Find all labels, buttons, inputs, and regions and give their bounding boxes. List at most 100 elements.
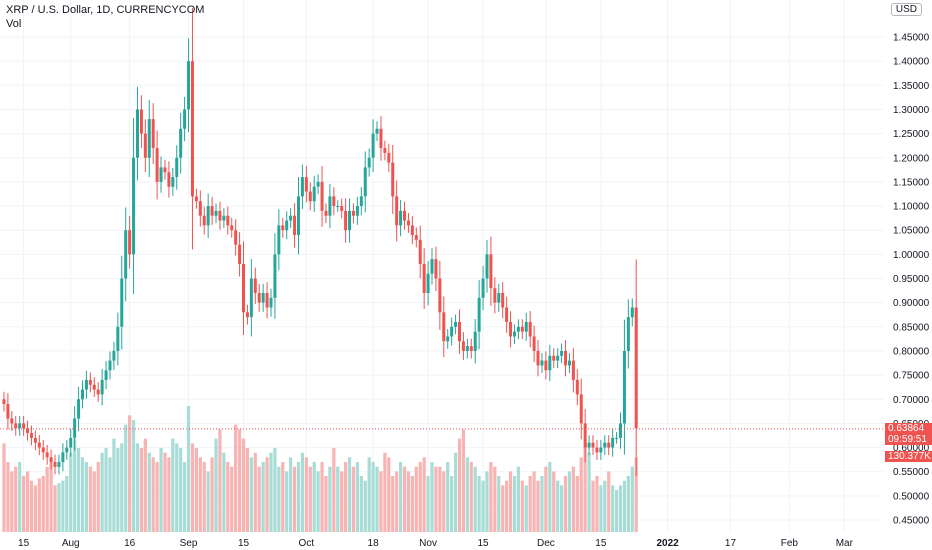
candle-body [630,307,634,318]
volume-bar [61,480,65,532]
candle-body [489,254,493,289]
volume-bar [398,462,403,532]
volume-bar [2,443,6,532]
candle-body [571,360,575,380]
candle-body [37,442,41,448]
candle-body [285,220,289,231]
candle-body [320,181,324,211]
x-axis-labels: 15 Aug 16 Sep 15 Oct 18 Nov 15 Dec 15 2022 17 Feb Mar [18,538,854,549]
candle-body [29,433,33,438]
candle-body [230,225,234,231]
volume-bar [218,429,222,532]
volume-bar [575,476,579,532]
volume-bar [300,452,305,532]
volume-bar [269,452,273,532]
candle-body [281,225,285,231]
candle-body [454,321,458,327]
candle-body [26,428,30,434]
volume-bar [179,448,183,532]
candle-body [96,389,100,395]
volume-bar [563,476,568,532]
volume-bar [222,452,226,532]
volume-bar [324,476,328,532]
candle-body [112,350,116,361]
volume-bar [139,448,144,532]
candle-body [344,210,348,231]
candle-body [249,278,253,318]
candle-body [426,273,430,293]
volume-bar [630,466,634,532]
volume-bar [395,471,399,532]
candle-body [171,177,175,187]
volume-bar [249,457,253,532]
volume-bar [163,452,167,532]
volume-bar [69,452,73,532]
volume-bar [332,448,336,532]
volume-bar [84,462,89,532]
candle-body [603,442,607,448]
candle-body [560,350,564,356]
candle-body [622,350,626,424]
candle-body [234,230,238,245]
volume-bar [607,471,611,532]
candle-body [265,292,269,308]
volume-bar [234,424,238,532]
candle-body [202,215,206,226]
candle-body [379,128,383,149]
y-tick-label: 1.30000 [893,105,930,116]
volume-bar [10,471,14,532]
volume-bar [194,448,198,532]
candle-body [524,321,528,332]
volume-bar [65,476,69,532]
candle-body [516,326,520,332]
candle-body [45,452,49,458]
y-tick-label: 0.90000 [893,298,930,309]
volume-indicator-label[interactable]: Vol [6,18,22,30]
volume-bar [422,457,426,532]
y-tick-label: 1.05000 [893,226,930,237]
volume-bar [281,462,285,532]
candle-body [501,292,505,308]
volume-bar [120,443,124,532]
candle-body [367,157,371,168]
candle-body [438,278,442,313]
volume-bar [186,406,191,532]
candle-body [391,162,395,197]
volume-bar [599,485,603,532]
candlesticks [2,8,638,477]
x-tick-label: Sep [180,538,198,549]
candle-body [611,437,615,448]
candle-body [626,317,630,351]
volume-bar [434,466,438,532]
candle-body [473,331,477,351]
volume-bar [108,457,112,532]
candle-body [465,346,469,351]
currency-button[interactable]: USD [890,3,922,16]
volume-bar [453,452,458,532]
volume-bar [29,480,34,532]
candle-body [469,346,473,351]
volume-bar [465,457,469,532]
price-badge-countdown: 09:59:51 [888,433,927,445]
volume-bars [2,406,638,532]
candle-body [540,360,544,366]
candle-body [273,254,277,298]
volume-bar [473,466,477,532]
volume-bar [410,476,414,532]
volume-bar [116,448,120,532]
candle-body [300,177,304,197]
candle-body [308,191,312,202]
candle-body [509,321,513,337]
candle-body [33,437,37,443]
volume-bar [548,462,552,532]
volume-bar [536,480,540,532]
volume-bar [442,471,446,532]
volume-bar [359,476,363,532]
candle-body [599,447,603,453]
y-tick-label: 1.40000 [893,57,930,68]
volume-bar [532,471,536,532]
volume-bar [33,485,37,532]
candle-body [238,244,242,265]
candle-body [116,326,120,351]
